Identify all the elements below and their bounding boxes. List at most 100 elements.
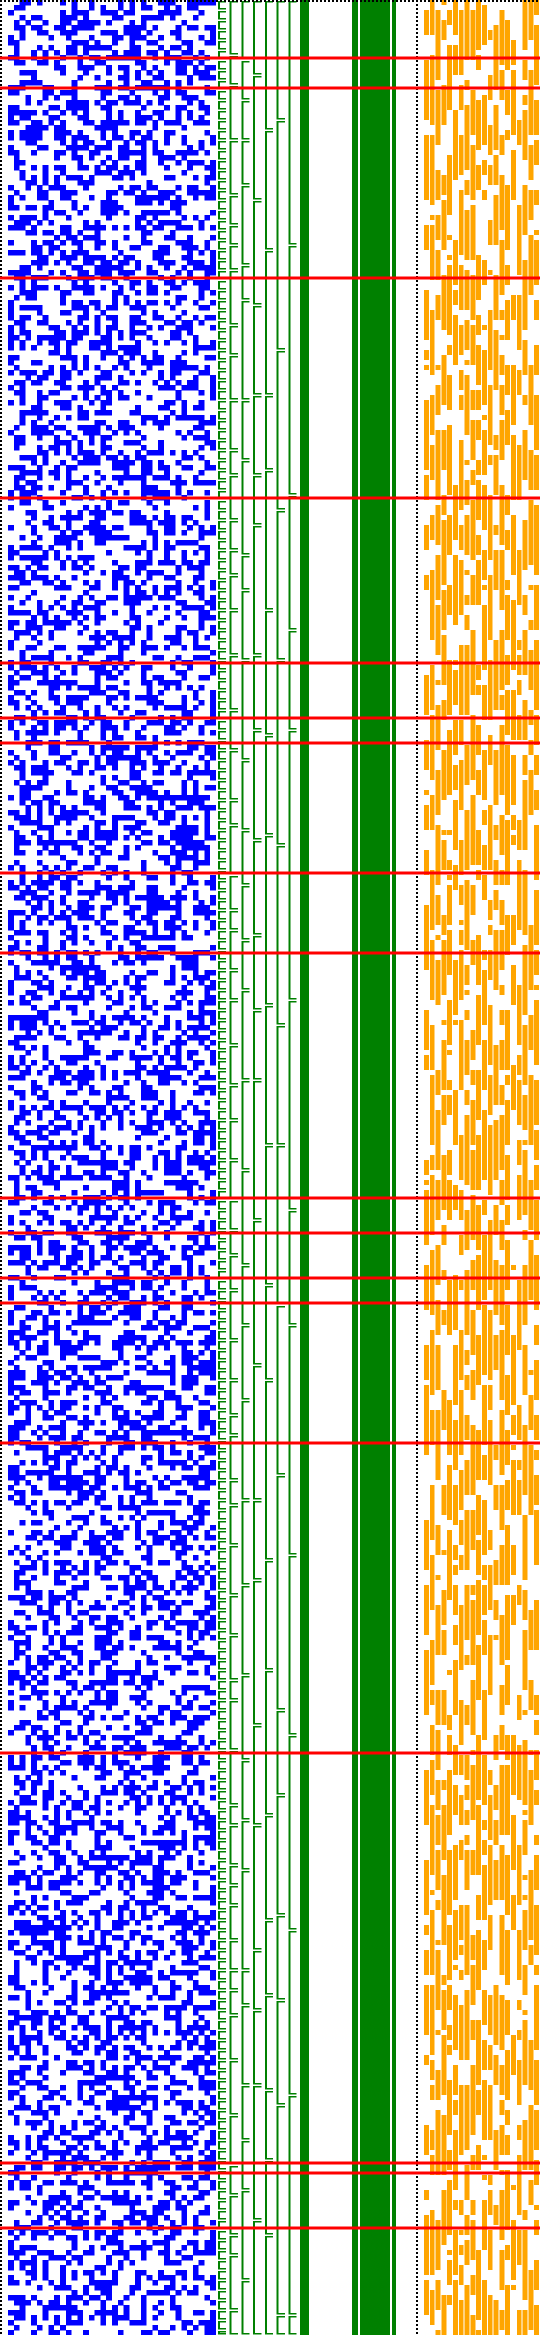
blue-cell-run bbox=[192, 350, 199, 356]
blue-cell-run bbox=[60, 250, 66, 256]
blue-cell-run bbox=[8, 1550, 14, 1556]
blue-cell-run bbox=[31, 1595, 43, 1601]
blue-cell-run bbox=[140, 1570, 153, 1576]
blue-cell-run bbox=[8, 1320, 14, 1326]
blue-cell-run bbox=[192, 1225, 205, 1231]
blue-cell-run bbox=[65, 100, 89, 106]
blue-cell-run bbox=[123, 1890, 130, 1896]
blue-cell-run bbox=[100, 1715, 107, 1721]
blue-cell-run bbox=[146, 2155, 153, 2161]
blue-cell-run bbox=[204, 995, 216, 1001]
blue-cell-run bbox=[88, 785, 95, 791]
blue-cell-run bbox=[169, 800, 176, 806]
blue-cell-run bbox=[94, 125, 118, 131]
blue-cell-run bbox=[60, 1640, 66, 1646]
blue-cell-run bbox=[83, 865, 95, 871]
blue-cell-run bbox=[54, 710, 66, 716]
blue-cell-run bbox=[106, 110, 112, 116]
blue-cell-run bbox=[175, 655, 182, 661]
blue-cell-run bbox=[77, 760, 89, 766]
blue-cell-run bbox=[187, 745, 199, 751]
blue-cell-run bbox=[135, 895, 164, 901]
blue-cell-run bbox=[8, 1385, 26, 1391]
blue-cell-run bbox=[135, 160, 147, 166]
blue-cell-run bbox=[60, 290, 72, 296]
blue-cell-run bbox=[123, 1215, 130, 1221]
blue-cell-run bbox=[187, 1210, 193, 1216]
blue-cell-run bbox=[77, 1420, 95, 1426]
blue-cell-run bbox=[204, 855, 211, 861]
blue-cell-run bbox=[198, 1265, 205, 1271]
blue-cell-run bbox=[135, 2230, 141, 2236]
tree-tick bbox=[218, 538, 227, 540]
tree-tick bbox=[218, 1611, 227, 1613]
blue-cell-run bbox=[54, 2110, 60, 2116]
blue-cell-run bbox=[204, 1385, 216, 1391]
blue-cell-run bbox=[158, 2250, 170, 2256]
blue-cell-run bbox=[77, 1205, 89, 1211]
blue-cell-run bbox=[88, 5, 95, 11]
blue-cell-run bbox=[187, 2060, 216, 2066]
blue-cell-run bbox=[54, 95, 60, 101]
tree-tick bbox=[218, 1671, 227, 1673]
blue-cell-run bbox=[117, 375, 124, 381]
tree-tick bbox=[218, 468, 227, 470]
blue-cell-run bbox=[117, 1350, 124, 1356]
blue-cell-run bbox=[100, 1395, 107, 1401]
blue-cell-run bbox=[192, 705, 199, 711]
blue-cell-run bbox=[60, 10, 66, 16]
blue-cell-run bbox=[42, 1455, 60, 1461]
blue-cell-run bbox=[106, 2260, 112, 2266]
blue-cell-run bbox=[8, 40, 20, 46]
blue-cell-run bbox=[42, 1665, 49, 1671]
blue-cell-run bbox=[83, 580, 89, 586]
blue-cell-run bbox=[198, 1785, 205, 1791]
blue-cell-run bbox=[140, 1445, 147, 1451]
blue-cell-run bbox=[8, 135, 14, 141]
blue-cell-run bbox=[31, 1005, 37, 1011]
blue-cell-run bbox=[135, 390, 141, 396]
blue-cell-run bbox=[181, 550, 188, 556]
blue-cell-run bbox=[152, 145, 159, 151]
blue-cell-run bbox=[181, 1255, 193, 1261]
blue-cell-run bbox=[152, 315, 164, 321]
blue-cell-run bbox=[158, 1425, 170, 1431]
blue-cell-run bbox=[54, 550, 60, 556]
blue-cell-run bbox=[65, 2010, 78, 2016]
blue-cell-run bbox=[129, 2050, 141, 2056]
blue-cell-run bbox=[158, 425, 164, 431]
blue-cell-run bbox=[100, 990, 107, 996]
blue-cell-run bbox=[88, 1305, 101, 1311]
blue-cell-run bbox=[8, 1245, 32, 1251]
blue-cell-run bbox=[8, 105, 20, 111]
blue-cell-run bbox=[198, 1500, 211, 1506]
blue-cell-run bbox=[210, 1425, 216, 1431]
blue-cell-run bbox=[106, 2100, 130, 2106]
blue-cell-run bbox=[77, 1860, 89, 1866]
blue-cell-run bbox=[106, 305, 118, 311]
blue-cell-run bbox=[210, 955, 216, 961]
blue-cell-run bbox=[117, 345, 141, 351]
blue-cell-run bbox=[36, 1655, 49, 1661]
blue-cell-run bbox=[181, 2285, 188, 2291]
blue-cell-run bbox=[42, 455, 49, 461]
blue-cell-run bbox=[129, 760, 147, 766]
blue-cell-run bbox=[152, 760, 170, 766]
blue-cell-run bbox=[71, 40, 89, 46]
blue-cell-run bbox=[42, 2260, 49, 2266]
blue-cell-run bbox=[71, 1615, 78, 1621]
blue-cell-run bbox=[169, 1785, 182, 1791]
blue-cell-run bbox=[8, 1375, 26, 1381]
blue-cell-run bbox=[181, 2275, 188, 2281]
blue-cell-run bbox=[19, 2075, 26, 2081]
blue-cell-run bbox=[31, 2125, 37, 2131]
blue-cell-run bbox=[77, 320, 84, 326]
blue-cell-run bbox=[36, 1540, 43, 1546]
blue-cell-run bbox=[129, 830, 136, 836]
blue-cell-run bbox=[112, 1985, 118, 1991]
blue-cell-run bbox=[158, 1485, 170, 1491]
blue-cell-run bbox=[117, 1125, 124, 1131]
tree-tick bbox=[218, 1341, 227, 1343]
blue-cell-run bbox=[187, 1975, 193, 1981]
blue-cell-run bbox=[100, 285, 107, 291]
